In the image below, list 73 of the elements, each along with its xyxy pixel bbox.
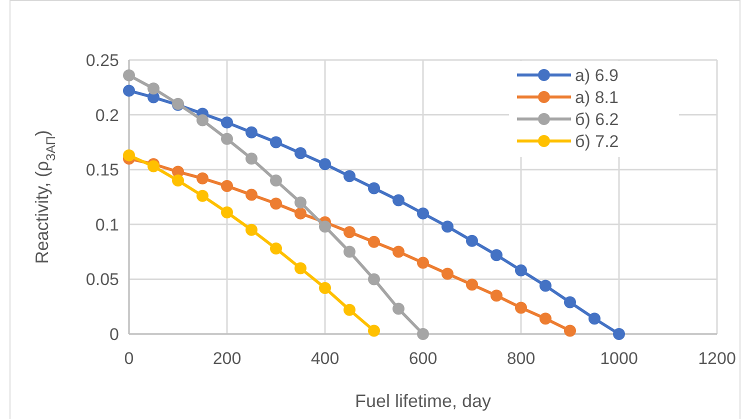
point	[515, 302, 527, 314]
point	[294, 147, 306, 160]
point	[294, 262, 306, 274]
point	[319, 282, 331, 294]
point	[368, 182, 380, 194]
point	[344, 226, 356, 238]
point	[392, 246, 404, 258]
point	[221, 132, 233, 145]
point	[123, 149, 135, 162]
point	[196, 114, 208, 126]
x-tick-label: 200	[212, 349, 242, 368]
point	[148, 82, 160, 94]
point	[319, 220, 331, 233]
point	[172, 174, 184, 187]
point	[123, 84, 135, 97]
x-axis-title: Fuel lifetime, day	[354, 391, 492, 411]
legend-label: б) 7.2	[575, 132, 619, 151]
point	[392, 302, 404, 315]
point	[368, 236, 380, 248]
point	[221, 206, 233, 218]
point	[613, 328, 625, 340]
point	[246, 188, 258, 201]
y-tick-label: 0.1	[95, 215, 119, 234]
x-tick-label: 1000	[600, 349, 638, 368]
point	[246, 224, 258, 236]
point	[466, 278, 478, 291]
point	[588, 312, 600, 325]
point	[344, 304, 356, 316]
point	[564, 296, 576, 308]
y-tick-label: 0.2	[95, 106, 119, 125]
x-tick-label: 400	[310, 349, 340, 368]
legend-label: а) 6.9	[575, 66, 618, 85]
point	[270, 136, 282, 148]
point	[368, 273, 380, 286]
point	[515, 264, 527, 276]
y-tick-label: 0	[110, 324, 119, 344]
legend-label: а) 8.1	[575, 88, 618, 107]
point	[344, 246, 356, 258]
point	[490, 249, 502, 262]
point	[270, 174, 282, 187]
point	[246, 152, 258, 165]
point	[417, 328, 429, 340]
point	[540, 312, 552, 325]
x-tick-label: 800	[506, 349, 536, 368]
point	[196, 172, 208, 184]
point	[540, 280, 552, 292]
point	[490, 290, 502, 302]
x-tick-label: 0	[124, 349, 134, 368]
point	[270, 198, 282, 210]
point	[294, 207, 306, 220]
point	[417, 256, 429, 269]
point	[466, 234, 478, 247]
point	[196, 190, 208, 202]
point	[221, 116, 233, 128]
point	[564, 324, 576, 337]
point	[221, 180, 233, 192]
point	[294, 196, 306, 208]
point	[417, 207, 429, 220]
point	[344, 170, 356, 182]
point	[442, 220, 454, 233]
point	[368, 324, 380, 337]
y-tick-label: 0.15	[86, 160, 119, 180]
point	[270, 242, 282, 255]
y-tick-label: 0.05	[86, 270, 119, 290]
x-tick-label: 1200	[698, 349, 736, 368]
point	[246, 126, 258, 138]
legend-label: б) 6.2	[575, 110, 619, 129]
x-tick-label: 600	[408, 349, 438, 368]
point	[442, 268, 454, 280]
point	[392, 194, 404, 206]
point	[123, 69, 135, 82]
y-tick-label: 0.25	[86, 50, 119, 70]
point	[319, 158, 331, 170]
